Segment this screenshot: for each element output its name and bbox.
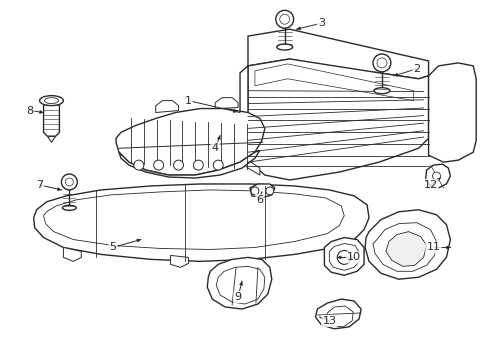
Polygon shape: [116, 109, 265, 175]
Text: 2: 2: [413, 64, 420, 74]
Circle shape: [276, 10, 294, 28]
Polygon shape: [329, 243, 359, 270]
Polygon shape: [365, 210, 450, 279]
Circle shape: [337, 251, 351, 264]
Circle shape: [154, 160, 164, 170]
Polygon shape: [248, 29, 429, 79]
Ellipse shape: [277, 44, 293, 50]
Circle shape: [134, 160, 144, 170]
Text: 8: 8: [26, 105, 33, 116]
Polygon shape: [324, 238, 364, 275]
Polygon shape: [119, 150, 260, 178]
Polygon shape: [156, 100, 178, 113]
Circle shape: [194, 160, 203, 170]
Polygon shape: [171, 255, 189, 267]
Text: 13: 13: [322, 316, 336, 326]
Text: 6: 6: [256, 195, 264, 205]
Circle shape: [280, 14, 290, 24]
Circle shape: [251, 187, 259, 195]
Polygon shape: [373, 223, 437, 271]
Polygon shape: [207, 257, 272, 309]
Polygon shape: [316, 299, 361, 329]
Text: 7: 7: [36, 180, 43, 190]
Text: 5: 5: [110, 243, 117, 252]
Circle shape: [377, 58, 387, 68]
Circle shape: [173, 160, 183, 170]
Text: 1: 1: [185, 96, 192, 105]
Polygon shape: [386, 231, 427, 266]
Text: 12: 12: [423, 180, 438, 190]
Polygon shape: [250, 184, 275, 198]
Polygon shape: [255, 64, 414, 100]
Polygon shape: [325, 306, 353, 327]
Text: 11: 11: [426, 243, 441, 252]
Ellipse shape: [45, 98, 58, 104]
Text: 4: 4: [212, 143, 219, 153]
Ellipse shape: [62, 205, 76, 210]
Ellipse shape: [374, 88, 390, 94]
Polygon shape: [429, 63, 476, 162]
Circle shape: [65, 178, 74, 186]
Polygon shape: [242, 155, 260, 175]
Polygon shape: [240, 66, 248, 160]
Text: 3: 3: [318, 18, 325, 28]
Polygon shape: [216, 266, 265, 304]
Text: 10: 10: [347, 252, 361, 262]
Polygon shape: [63, 247, 81, 261]
Circle shape: [213, 160, 223, 170]
Polygon shape: [215, 98, 238, 109]
Circle shape: [433, 172, 441, 180]
Text: 9: 9: [235, 292, 242, 302]
Circle shape: [373, 54, 391, 72]
Polygon shape: [48, 136, 55, 142]
Polygon shape: [426, 164, 450, 188]
Polygon shape: [34, 184, 369, 261]
Polygon shape: [44, 190, 344, 249]
Ellipse shape: [40, 96, 63, 105]
Polygon shape: [248, 59, 429, 180]
Circle shape: [61, 174, 77, 190]
Polygon shape: [44, 100, 59, 136]
Circle shape: [266, 187, 274, 195]
